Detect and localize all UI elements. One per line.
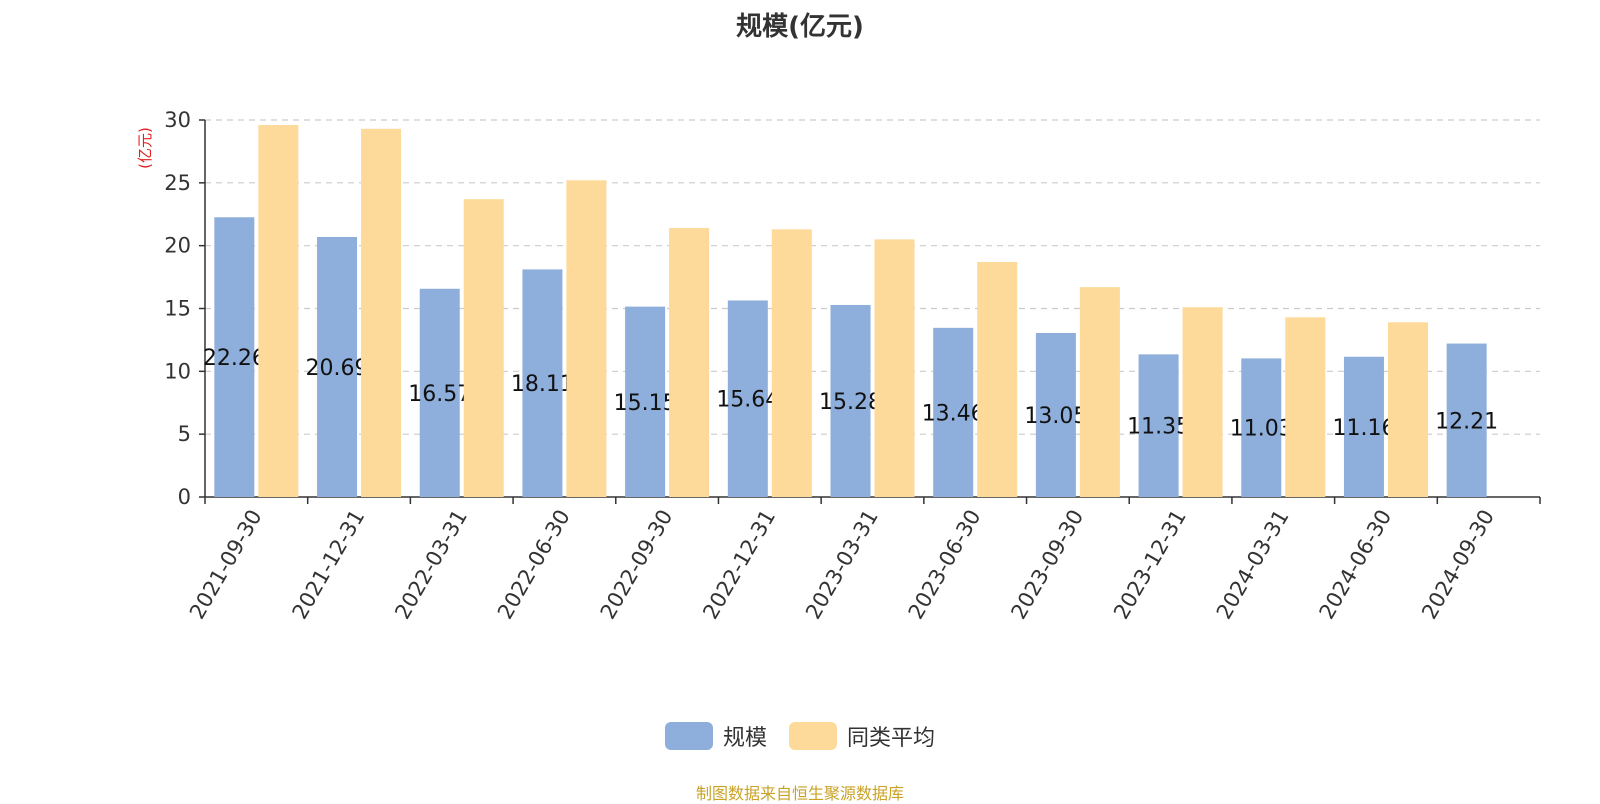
bar-scale xyxy=(317,236,358,497)
data-label-scale: 12.21 xyxy=(1435,409,1498,434)
y-tick-label: 15 xyxy=(164,297,191,321)
data-label-scale: 16.57 xyxy=(408,382,471,407)
bar-peer-average xyxy=(1285,317,1326,497)
bar-scale xyxy=(1035,333,1076,497)
data-label-scale: 15.64 xyxy=(716,388,779,413)
x-tick-label: 2023-03-31 xyxy=(801,506,883,624)
x-tick-label: 2022-12-31 xyxy=(698,506,780,624)
bar-scale xyxy=(1446,343,1487,497)
data-label-scale: 11.35 xyxy=(1127,415,1190,440)
legend-label-peer-average: 同类平均 xyxy=(847,726,936,751)
x-tick-label: 2022-09-30 xyxy=(596,506,678,624)
data-label-scale: 20.69 xyxy=(306,356,369,381)
x-tick-label: 2021-12-31 xyxy=(288,506,370,624)
x-tick-label: 2022-06-30 xyxy=(493,506,575,624)
chart-title: 规模(亿元) xyxy=(736,12,864,42)
bar-peer-average xyxy=(1387,322,1428,497)
x-tick-label: 2023-09-30 xyxy=(1006,506,1088,624)
x-tick-label: 2023-06-30 xyxy=(904,506,986,624)
x-tick-label: 2023-12-31 xyxy=(1109,506,1191,624)
data-label-scale: 18.11 xyxy=(511,372,574,397)
y-tick-label: 30 xyxy=(164,108,191,132)
bar-scale xyxy=(1241,358,1282,497)
bar-peer-average xyxy=(771,229,812,497)
y-axis-label: (亿元) xyxy=(136,127,154,169)
y-tick-label: 10 xyxy=(164,359,191,383)
bar-peer-average xyxy=(669,228,710,497)
y-tick-label: 5 xyxy=(178,422,191,446)
legend-item-scale[interactable]: 规模 xyxy=(664,720,767,752)
bar-scale xyxy=(933,327,974,497)
data-label-scale: 11.03 xyxy=(1230,417,1293,442)
x-tick-label: 2024-09-30 xyxy=(1417,506,1499,624)
data-label-scale: 22.26 xyxy=(203,346,266,371)
bar-peer-average xyxy=(566,180,607,497)
bar-scale xyxy=(419,288,460,497)
y-tick-label: 0 xyxy=(178,485,191,509)
bar-scale xyxy=(1343,356,1384,497)
y-tick-label: 25 xyxy=(164,171,191,195)
bar-peer-average xyxy=(977,262,1018,497)
x-tick-label: 2021-09-30 xyxy=(185,506,267,624)
data-label-scale: 13.05 xyxy=(1024,404,1087,429)
bar-scale xyxy=(625,306,666,497)
bar-scale xyxy=(830,304,871,497)
bar-scale xyxy=(727,300,768,497)
bar-peer-average xyxy=(361,128,402,497)
data-label-scale: 13.46 xyxy=(922,401,985,426)
bar-peer-average xyxy=(463,199,504,498)
bar-peer-average xyxy=(1182,307,1223,497)
legend-swatch-scale xyxy=(664,722,713,750)
x-tick-label: 2024-03-31 xyxy=(1212,506,1294,624)
legend: 规模 同类平均 xyxy=(0,720,1600,752)
bar-peer-average xyxy=(874,239,915,497)
data-label-scale: 15.28 xyxy=(819,390,882,415)
legend-item-peer-average[interactable]: 同类平均 xyxy=(789,720,935,752)
data-label-scale: 15.15 xyxy=(614,391,677,416)
bar-scale xyxy=(1138,354,1179,497)
bar-peer-average xyxy=(1079,287,1120,497)
y-tick-label: 20 xyxy=(164,234,191,258)
data-label-scale: 11.16 xyxy=(1332,416,1395,441)
bar-peer-average xyxy=(258,125,299,497)
source-note: 制图数据来自恒生聚源数据库 xyxy=(695,784,904,803)
x-tick-label: 2022-03-31 xyxy=(390,506,472,624)
bar-scale xyxy=(214,217,255,498)
bar-scale xyxy=(522,269,563,497)
legend-label-scale: 规模 xyxy=(722,726,767,751)
legend-swatch-peer-average xyxy=(789,722,837,750)
x-tick-label: 2024-06-30 xyxy=(1314,506,1396,624)
